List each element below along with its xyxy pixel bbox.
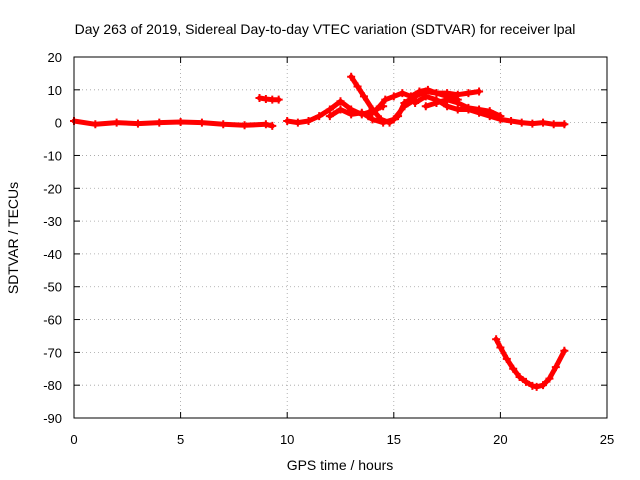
y-tick-label: -70 bbox=[43, 345, 62, 360]
y-tick-label: -90 bbox=[43, 411, 62, 426]
x-axis-title: GPS time / hours bbox=[287, 457, 394, 473]
data-point bbox=[347, 72, 356, 81]
data-point bbox=[240, 121, 249, 130]
data-point bbox=[475, 105, 484, 114]
data-point bbox=[539, 118, 548, 127]
data-point bbox=[549, 120, 558, 129]
data-point bbox=[261, 120, 270, 129]
data-point bbox=[496, 112, 505, 121]
y-tick-label: 20 bbox=[48, 50, 62, 65]
x-tick-label: 20 bbox=[493, 432, 507, 447]
data-point bbox=[112, 118, 121, 127]
data-point bbox=[560, 346, 569, 355]
data-point bbox=[515, 372, 524, 381]
x-tick-label: 25 bbox=[600, 432, 614, 447]
data-point bbox=[394, 112, 403, 121]
data-point bbox=[521, 377, 530, 386]
data-point bbox=[551, 363, 560, 372]
data-point bbox=[389, 92, 398, 101]
y-tick-label: -50 bbox=[43, 280, 62, 295]
data-point bbox=[545, 374, 554, 383]
x-tick-label: 15 bbox=[387, 432, 401, 447]
data-point bbox=[357, 108, 366, 117]
data-point bbox=[464, 89, 473, 98]
data-point bbox=[421, 102, 430, 111]
series-segment-b bbox=[284, 98, 386, 126]
y-tick-label: 10 bbox=[48, 83, 62, 98]
data-point bbox=[325, 112, 334, 121]
data-point bbox=[509, 364, 518, 373]
data-point bbox=[539, 381, 548, 390]
data-point bbox=[421, 92, 430, 101]
data-point bbox=[453, 90, 462, 99]
series-segment-d bbox=[348, 74, 407, 126]
data-point bbox=[381, 95, 390, 104]
data-point bbox=[91, 120, 100, 129]
y-tick-label: -10 bbox=[43, 148, 62, 163]
data-point bbox=[368, 115, 377, 124]
y-tick-label: -80 bbox=[43, 378, 62, 393]
data-point bbox=[268, 121, 277, 130]
data-point bbox=[283, 116, 292, 125]
data-point bbox=[274, 95, 283, 104]
plot-frame bbox=[73, 56, 608, 419]
x-tick-label: 5 bbox=[177, 432, 184, 447]
y-tick-label: -20 bbox=[43, 181, 62, 196]
data-point bbox=[304, 116, 313, 125]
data-point bbox=[336, 97, 345, 106]
data-point bbox=[398, 89, 407, 98]
y-tick-label: 0 bbox=[55, 116, 62, 131]
x-tick-label: 10 bbox=[280, 432, 294, 447]
data-point bbox=[485, 107, 494, 116]
data-point bbox=[133, 119, 142, 128]
data-point bbox=[507, 116, 516, 125]
data-point bbox=[359, 92, 368, 101]
data-point bbox=[517, 118, 526, 127]
data-point bbox=[453, 98, 462, 107]
y-tick-label: -40 bbox=[43, 247, 62, 262]
data-point bbox=[400, 98, 409, 107]
data-point bbox=[377, 115, 386, 124]
data-point bbox=[155, 118, 164, 127]
tick-labels: 0 5 10 15 20 25 -90 -80 -70 -60 -50 -40 -30 -20 -10 0 10… bbox=[43, 50, 614, 447]
data-point bbox=[528, 119, 537, 128]
y-tick-label: -30 bbox=[43, 214, 62, 229]
data-point bbox=[532, 382, 541, 391]
x-tick-label: 0 bbox=[70, 432, 77, 447]
data-point bbox=[219, 120, 228, 129]
data-point bbox=[372, 105, 381, 114]
series-arc bbox=[493, 336, 567, 390]
data-point bbox=[176, 117, 185, 126]
data-point bbox=[492, 335, 501, 344]
data-series bbox=[70, 72, 569, 391]
data-point bbox=[385, 118, 394, 127]
data-point bbox=[364, 112, 373, 121]
data-point bbox=[411, 98, 420, 107]
data-point bbox=[293, 118, 302, 127]
y-axis-title: SDTVAR / TECUs bbox=[5, 182, 21, 294]
data-point bbox=[475, 87, 484, 96]
data-point bbox=[197, 118, 206, 127]
data-point bbox=[336, 105, 345, 114]
data-point bbox=[347, 110, 356, 119]
data-point bbox=[443, 95, 452, 104]
data-point bbox=[432, 98, 441, 107]
chart-title: Day 263 of 2019, Sidereal Day-to-day VTE… bbox=[75, 21, 576, 37]
data-point bbox=[353, 82, 362, 91]
data-point bbox=[315, 112, 324, 121]
y-tick-label: -60 bbox=[43, 313, 62, 328]
data-point bbox=[560, 120, 569, 129]
data-point bbox=[502, 354, 511, 363]
data-point bbox=[496, 343, 505, 352]
data-point bbox=[464, 103, 473, 112]
